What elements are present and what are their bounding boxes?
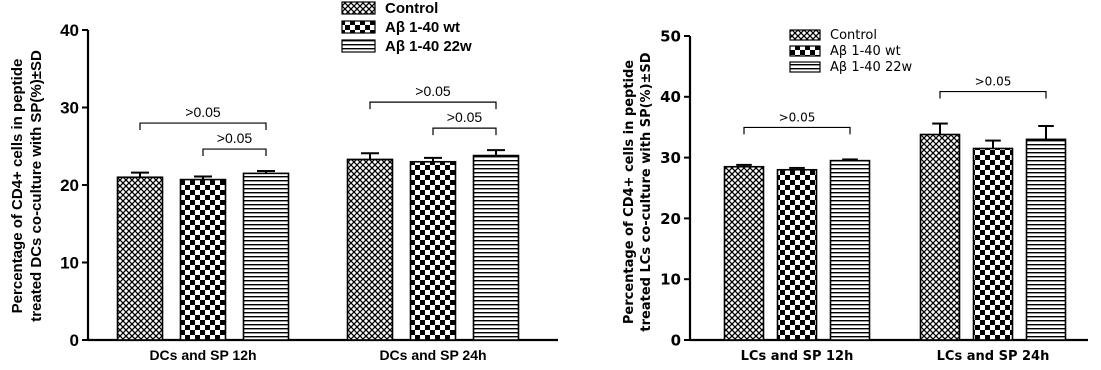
- legend-swatch-hstripes: [341, 39, 376, 53]
- y-axis-title-line2: treated LCs co-culture with SP(%)±SD: [639, 52, 654, 331]
- legend: Control Aβ 1-40 wt Aβ 1-40 22w: [341, 0, 472, 55]
- y-tick-label: 10: [660, 271, 681, 289]
- significance-bracket: [743, 126, 851, 135]
- bar-hstripes: [472, 154, 520, 341]
- significance-label: >0.05: [447, 109, 483, 125]
- x-category-label: DCs and SP 12h: [149, 347, 256, 363]
- legend-label: Aβ 1-40 wt: [830, 44, 901, 59]
- y-tick-label: 30: [660, 149, 681, 167]
- significance-bracket: [369, 101, 497, 110]
- significance-label: >0.05: [217, 130, 253, 146]
- bars: [116, 149, 520, 341]
- y-tick-label: 20: [60, 176, 79, 195]
- legend-label: Aβ 1-40 22w: [385, 38, 472, 55]
- y-tick-label: 30: [60, 99, 79, 118]
- y-tick-label: 0: [70, 331, 79, 350]
- legend-swatch-crosshatch: [789, 29, 821, 41]
- legend-swatch-checker: [341, 20, 376, 34]
- significance-label: >0.05: [415, 83, 451, 99]
- bar-crosshatch: [116, 176, 164, 341]
- y-tick-label: 50: [660, 27, 681, 45]
- legend-label: Control: [385, 0, 438, 17]
- bar-hstripes: [1025, 138, 1067, 341]
- y-axis-title-line2: treated DCs co-culture with SP(%)±SD: [28, 50, 45, 322]
- legend-label: Aβ 1-40 22w: [830, 60, 913, 75]
- significance-label: >0.05: [185, 104, 221, 120]
- legend-label: Aβ 1-40 wt: [385, 19, 460, 36]
- bar-checker: [179, 178, 227, 341]
- significance-brackets: >0.05 >0.05: [743, 75, 1047, 135]
- significance-bracket: [432, 127, 497, 136]
- x-category-label: LCs and SP 24h: [937, 349, 1050, 364]
- y-axis-title-line1: Percentage of CD4+ cells in peptide: [622, 60, 637, 324]
- bar-checker: [409, 160, 457, 341]
- significance-bracket: [939, 90, 1047, 99]
- dcs-chart-panel: Percentage of CD4+ cells in peptide trea…: [9, 0, 558, 363]
- y-tick-label: 10: [60, 254, 79, 273]
- y-tick-label: 40: [660, 88, 681, 106]
- significance-label: >0.05: [779, 110, 816, 124]
- bar-crosshatch: [919, 133, 961, 341]
- x-category-label: DCs and SP 24h: [379, 347, 486, 363]
- y-axis-title-line1: Percentage of CD4+ cells in peptide: [9, 59, 26, 314]
- y-tick-label: 20: [660, 210, 681, 228]
- legend-swatch-hstripes: [789, 61, 821, 73]
- bar-crosshatch: [723, 165, 765, 341]
- legend-label: Control: [830, 28, 877, 43]
- axes: 0 10 20 30 40 DCs and SP 12h DCs and SP 24h: [60, 21, 558, 363]
- bar-crosshatch: [346, 158, 394, 341]
- y-tick-label: 40: [60, 21, 79, 40]
- significance-bracket: [139, 122, 267, 131]
- bar-checker: [972, 147, 1014, 341]
- lcs-chart-panel: Percentage of CD4+ cells in peptide trea…: [622, 27, 1088, 364]
- bars: [723, 122, 1067, 341]
- bar-hstripes: [242, 172, 290, 341]
- legend-swatch-crosshatch: [341, 1, 376, 15]
- significance-bracket: [202, 148, 267, 157]
- significance-label: >0.05: [975, 75, 1012, 89]
- significance-brackets: >0.05 >0.05 >0.05 >0.05: [139, 83, 497, 157]
- x-category-label: LCs and SP 12h: [741, 349, 854, 364]
- bar-hstripes: [829, 159, 871, 341]
- legend-swatch-checker: [789, 45, 821, 57]
- bar-checker: [776, 168, 818, 341]
- y-tick-label: 0: [671, 331, 681, 349]
